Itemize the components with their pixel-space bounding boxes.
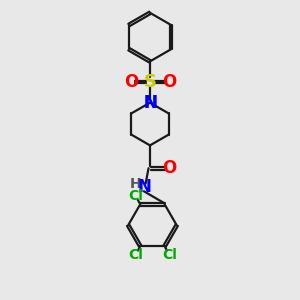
Text: O: O: [162, 73, 176, 91]
Text: Cl: Cl: [128, 248, 143, 262]
Text: O: O: [124, 73, 138, 91]
Text: N: N: [138, 178, 152, 196]
Text: N: N: [143, 94, 157, 112]
Text: Cl: Cl: [162, 248, 177, 262]
Text: N: N: [143, 94, 157, 112]
Text: S: S: [143, 73, 157, 91]
Text: Cl: Cl: [128, 189, 143, 203]
Text: H: H: [130, 177, 142, 191]
Text: O: O: [162, 159, 176, 177]
